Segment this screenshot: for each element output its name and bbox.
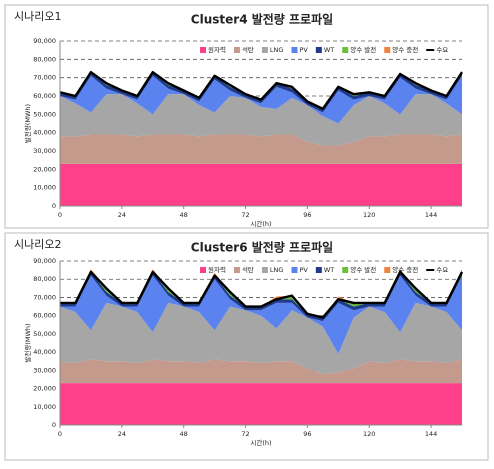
- legend-swatch: [291, 47, 298, 53]
- legend-label: 양수 충전: [392, 45, 418, 54]
- legend-swatch: [342, 47, 349, 53]
- y-tick-label: 0: [52, 421, 56, 429]
- y-tick-label: 40,000: [33, 348, 56, 356]
- y-tick-label: 70,000: [33, 293, 56, 301]
- demand-line: [60, 270, 464, 319]
- legend-label: 수요: [436, 46, 448, 54]
- y-tick-label: 90,000: [33, 257, 56, 265]
- legend-swatch: [342, 267, 349, 273]
- x-tick-label: 120: [363, 211, 375, 219]
- x-tick-label: 48: [180, 430, 188, 438]
- y-tick-label: 20,000: [33, 385, 56, 393]
- y-tick-label: 70,000: [33, 74, 56, 82]
- area: [60, 271, 462, 322]
- legend-swatch: [233, 267, 240, 273]
- y-tick-label: 90,000: [33, 37, 56, 45]
- y-tick-label: 10,000: [33, 403, 56, 411]
- x-tick-label: 120: [363, 430, 375, 438]
- panel-frame: [4, 4, 489, 229]
- legend-label: 양수 발전: [350, 45, 376, 54]
- legend-swatch: [384, 267, 391, 273]
- legend-label: 원자력: [208, 265, 226, 274]
- scenario-label: 시나리오1: [14, 10, 61, 23]
- x-tick-label: 0: [58, 211, 62, 219]
- x-tick-label: 24: [118, 211, 126, 219]
- area: [60, 275, 462, 354]
- y-tick-label: 0: [52, 202, 56, 210]
- y-tick-label: 10,000: [33, 184, 56, 192]
- area: [60, 359, 462, 384]
- x-tick-label: 0: [58, 430, 62, 438]
- legend-label: 수요: [436, 266, 448, 274]
- y-tick-label: 40,000: [33, 129, 56, 137]
- y-axis-label: 발전량(MWh): [23, 323, 32, 362]
- legend-swatch: [261, 47, 268, 53]
- y-tick-label: 30,000: [33, 147, 56, 155]
- area: [60, 163, 462, 206]
- legend-label: WT: [324, 266, 334, 274]
- x-tick-label: 24: [118, 430, 126, 438]
- x-tick-label: 96: [303, 211, 311, 219]
- y-tick-label: 60,000: [33, 312, 56, 320]
- area: [60, 383, 462, 425]
- area: [60, 94, 462, 146]
- area: [60, 302, 462, 374]
- legend-swatch: [200, 47, 206, 53]
- legend-label: 석탄: [242, 265, 254, 274]
- x-tick-label: 72: [241, 430, 249, 438]
- y-tick-label: 80,000: [33, 275, 56, 283]
- demand-line: [59, 70, 464, 111]
- panel-frame: [4, 232, 489, 461]
- chart-title: Cluster4 발전량 프로파일: [191, 12, 333, 27]
- legend-label: 양수 충전: [392, 265, 418, 274]
- x-axis-label: 시간(h): [250, 219, 271, 228]
- legend-label: PV: [299, 266, 308, 274]
- legend-label: LNG: [270, 266, 284, 274]
- y-tick-label: 80,000: [33, 55, 56, 63]
- y-tick-label: 50,000: [33, 110, 56, 118]
- legend-swatch: [315, 267, 322, 273]
- x-tick-label: 48: [180, 211, 188, 219]
- y-tick-label: 60,000: [33, 92, 56, 100]
- legend-label: LNG: [270, 46, 284, 54]
- chart-title: Cluster6 발전량 프로파일: [191, 240, 333, 255]
- legend-label: PV: [299, 46, 308, 54]
- legend-swatch: [233, 47, 240, 53]
- x-tick-label: 144: [425, 211, 437, 219]
- x-tick-label: 144: [425, 430, 437, 438]
- legend-swatch: [200, 267, 206, 273]
- scenario-label: 시나리오2: [14, 238, 61, 251]
- x-axis-label: 시간(h): [250, 438, 271, 447]
- legend-label: WT: [324, 46, 334, 54]
- legend-swatch: [261, 267, 268, 273]
- x-tick-label: 72: [241, 211, 249, 219]
- legend-label: 석탄: [242, 45, 254, 54]
- y-axis-label: 발전량(MWh): [23, 104, 32, 143]
- y-tick-label: 50,000: [33, 330, 56, 338]
- legend-swatch: [315, 47, 322, 53]
- area: [60, 75, 462, 124]
- y-tick-label: 30,000: [33, 366, 56, 374]
- legend-label: 양수 발전: [350, 265, 376, 274]
- area: [60, 134, 462, 164]
- legend-label: 원자력: [208, 45, 226, 54]
- legend-swatch: [291, 267, 298, 273]
- x-tick-label: 96: [303, 430, 311, 438]
- y-tick-label: 20,000: [33, 165, 56, 173]
- legend-swatch: [384, 47, 391, 53]
